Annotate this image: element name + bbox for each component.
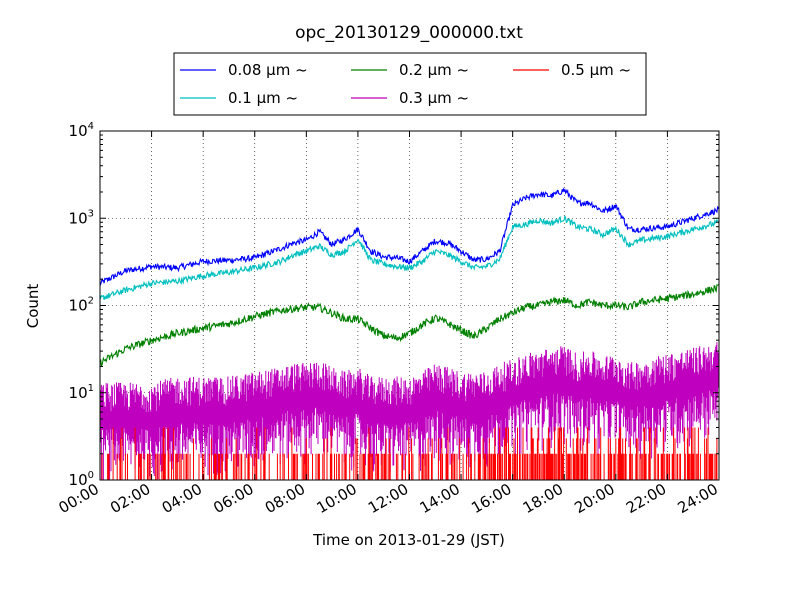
- y-tick-label: 104: [69, 121, 94, 140]
- legend-frame: [173, 52, 647, 116]
- series-line: [99, 215, 720, 301]
- legend-label: 0.3 μm ~: [399, 89, 469, 107]
- y-tick-label: 103: [69, 208, 94, 227]
- legend-label: 0.1 μm ~: [228, 89, 298, 107]
- y-tick-label: 100: [69, 470, 94, 489]
- series-line: [99, 187, 720, 286]
- legend: 0.08 μm ~ 0.1 μm ~ 0.2 μm ~ 0.3 μm ~ 0.5 μm …: [173, 52, 647, 116]
- y-axis-label: Count: [24, 284, 42, 329]
- chart-title: opc_20130129_000000.txt: [295, 23, 523, 43]
- legend-label: 0.08 μm ~: [228, 61, 308, 79]
- legend-label: 0.2 μm ~: [399, 61, 469, 79]
- x-axis-label: Time on 2013-01-29 (JST): [312, 531, 505, 549]
- legend-label: 0.5 μm ~: [561, 61, 631, 79]
- series-line: [101, 427, 720, 480]
- series-layer: [99, 187, 720, 480]
- y-tick-label: 102: [69, 296, 94, 315]
- series-line: [99, 283, 720, 368]
- y-tick-label: 101: [69, 383, 94, 402]
